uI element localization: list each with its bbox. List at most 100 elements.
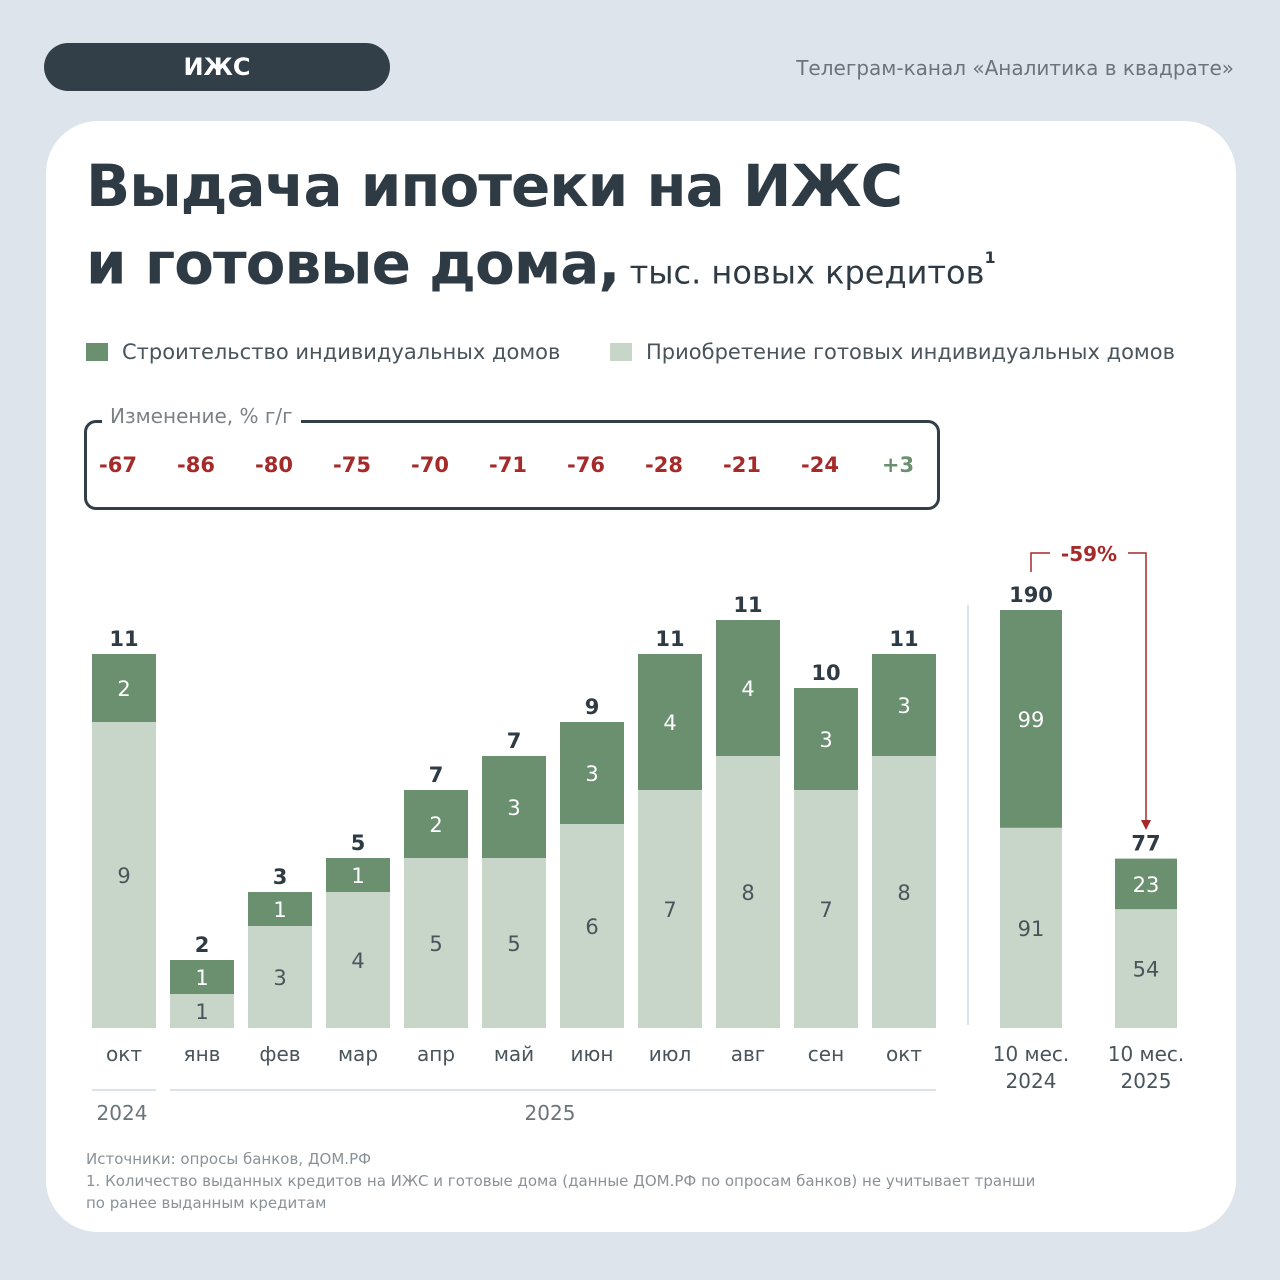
- bar-label-construction: 1: [351, 864, 364, 888]
- bar-label-construction: 1: [195, 966, 208, 990]
- bar-construction: [794, 688, 858, 790]
- bar-label-construction: 3: [507, 796, 520, 820]
- x-tick-label: мар: [338, 1042, 378, 1066]
- change-value: -75: [333, 453, 371, 477]
- summary-total: 190: [1009, 583, 1053, 607]
- bar-label-ready: 1: [195, 1000, 208, 1024]
- bar-label-construction: 2: [429, 813, 442, 837]
- summary-total: 77: [1131, 832, 1160, 856]
- bar-ready: [482, 858, 546, 1028]
- channel-name: Телеграм-канал «Аналитика в квадрате»: [796, 56, 1234, 80]
- title-unit: тыс. новых кредитов: [619, 253, 985, 292]
- x-tick-label: фев: [259, 1042, 300, 1066]
- bar-ready: [170, 994, 234, 1028]
- summary-bar-construction: [1000, 610, 1062, 828]
- change-bracket: [1030, 552, 1050, 572]
- change-value: -70: [411, 453, 449, 477]
- x-tick-label: авг: [731, 1042, 766, 1066]
- summary-tick-label: 10 мес.: [1108, 1042, 1185, 1066]
- bar-label-construction: 3: [819, 728, 832, 752]
- bar-construction: [872, 654, 936, 756]
- title-line2: и готовые дома,: [86, 229, 620, 298]
- bar-label-ready: 5: [507, 932, 520, 956]
- bar-total: 5: [351, 831, 366, 855]
- bar-ready: [560, 824, 624, 1028]
- title-line1: Выдача ипотеки на ИЖС: [86, 152, 903, 220]
- summary-tick-year: 2025: [1121, 1069, 1172, 1093]
- change-box-label: Изменение, % г/г: [102, 404, 301, 428]
- section-tag: ИЖС: [44, 43, 390, 91]
- bar-construction: [482, 756, 546, 858]
- change-value: -67: [99, 453, 137, 477]
- bar-total: 7: [429, 763, 444, 787]
- x-tick-label: май: [494, 1042, 534, 1066]
- bar-label-ready: 3: [273, 966, 286, 990]
- bar-label-ready: 7: [663, 898, 676, 922]
- bar-total: 7: [507, 729, 522, 753]
- arrow-head-icon: [1141, 820, 1151, 830]
- bar-label-construction: 3: [897, 694, 910, 718]
- footnote-mark: 1: [984, 248, 995, 267]
- bar-total: 11: [733, 593, 762, 617]
- bar-construction: [170, 960, 234, 994]
- source-text: Источники: опросы банков, ДОМ.РФ: [86, 1150, 372, 1168]
- change-value: -80: [255, 453, 293, 477]
- bar-label-ready: 8: [897, 881, 910, 905]
- change-box: [84, 420, 940, 510]
- summary-bar-ready: [1000, 827, 1062, 1028]
- year-label: 2025: [525, 1101, 576, 1125]
- x-tick-label: сен: [808, 1042, 844, 1066]
- bar-total: 9: [585, 695, 600, 719]
- bar-ready: [248, 926, 312, 1028]
- summary-label-ready: 91: [1018, 917, 1045, 941]
- summary-bar-ready: [1115, 909, 1177, 1028]
- bar-construction: [326, 858, 390, 892]
- summary-bar-construction: [1115, 858, 1177, 910]
- page-title: Выдача ипотеки на ИЖС и готовые дома, ты…: [86, 150, 996, 308]
- bar-construction: [716, 620, 780, 756]
- legend-ready: Приобретение готовых индивидуальных домо…: [610, 340, 1175, 364]
- x-tick-label: июл: [649, 1042, 692, 1066]
- bar-ready: [716, 756, 780, 1028]
- bar-total: 11: [655, 627, 684, 651]
- bar-label-ready: 7: [819, 898, 832, 922]
- bar-construction: [638, 654, 702, 790]
- bar-label-construction: 2: [117, 677, 130, 701]
- bar-total: 11: [889, 627, 918, 651]
- bar-label-ready: 9: [117, 864, 130, 888]
- footer: Источники: опросы банков, ДОМ.РФ 1. Коли…: [86, 1148, 1035, 1214]
- summary-tick-label: 10 мес.: [993, 1042, 1070, 1066]
- change-value: -21: [723, 453, 761, 477]
- bar-label-construction: 4: [741, 677, 754, 701]
- bar-ready: [794, 790, 858, 1028]
- change-value: -24: [801, 453, 839, 477]
- change-value: +3: [882, 453, 914, 477]
- bar-ready: [404, 858, 468, 1028]
- bar-total: 2: [195, 933, 210, 957]
- legend-label: Строительство индивидуальных домов: [122, 340, 561, 364]
- bar-ready: [326, 892, 390, 1028]
- legend-construction: Строительство индивидуальных домов: [86, 340, 560, 364]
- legend-swatch-light: [610, 343, 632, 361]
- bar-label-ready: 8: [741, 881, 754, 905]
- bar-construction: [248, 892, 312, 926]
- summary-label-construction: 99: [1018, 708, 1045, 732]
- bar-label-construction: 4: [663, 711, 676, 735]
- x-tick-label: апр: [417, 1042, 455, 1066]
- x-tick-label: янв: [184, 1042, 221, 1066]
- footnote-text: 1. Количество выданных кредитов на ИЖС и…: [86, 1172, 1036, 1190]
- change-arrow: [1128, 552, 1147, 822]
- change-value: -86: [177, 453, 215, 477]
- bar-total: 10: [811, 661, 840, 685]
- x-tick-label: окт: [106, 1042, 142, 1066]
- legend-label: Приобретение готовых индивидуальных домо…: [646, 340, 1175, 364]
- summary-label-construction: 23: [1133, 873, 1160, 897]
- legend-swatch-dark: [86, 343, 108, 361]
- bar-total: 3: [273, 865, 288, 889]
- summary-label-ready: 54: [1133, 958, 1160, 982]
- bar-ready: [638, 790, 702, 1028]
- bar-construction: [560, 722, 624, 824]
- footnote-text-cont: по ранее выданным кредитам: [86, 1194, 327, 1212]
- summary-tick-year: 2024: [1006, 1069, 1057, 1093]
